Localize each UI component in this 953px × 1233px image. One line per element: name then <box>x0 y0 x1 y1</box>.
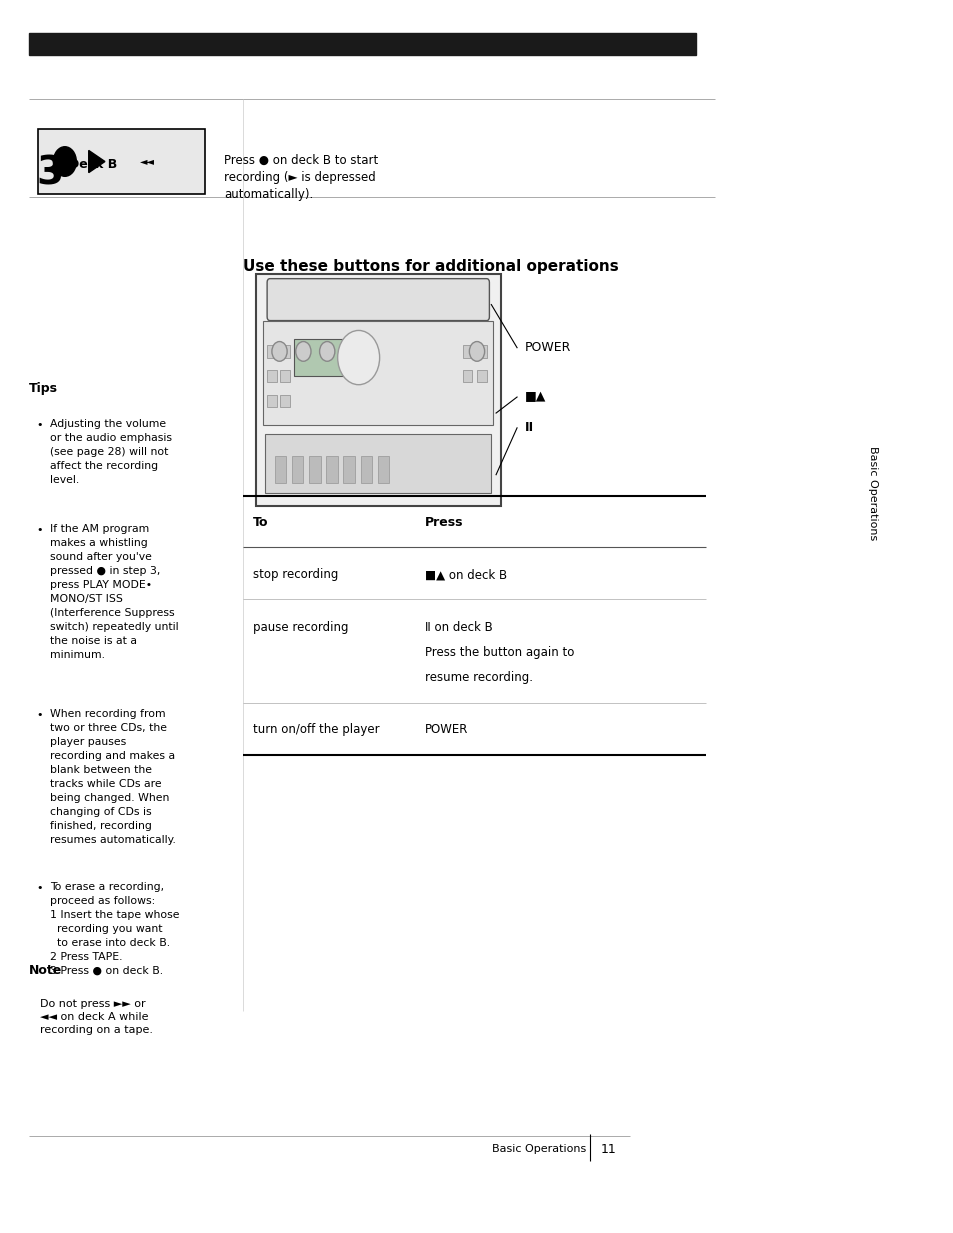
Bar <box>292 456 303 483</box>
Bar <box>476 345 486 358</box>
Text: Ⅱ: Ⅱ <box>524 422 533 434</box>
Bar <box>294 339 351 376</box>
Text: stop recording: stop recording <box>253 568 337 581</box>
Bar <box>267 345 276 358</box>
Text: Note: Note <box>29 964 62 978</box>
Text: Use these buttons for additional operations: Use these buttons for additional operati… <box>243 259 618 274</box>
Bar <box>476 370 486 382</box>
Text: •: • <box>36 420 43 430</box>
Text: POWER: POWER <box>424 724 467 736</box>
Bar <box>462 345 472 358</box>
Bar <box>263 321 493 425</box>
FancyBboxPatch shape <box>267 279 489 321</box>
Circle shape <box>295 342 311 361</box>
Text: •: • <box>36 710 43 720</box>
Circle shape <box>469 342 484 361</box>
Bar <box>343 456 355 483</box>
Circle shape <box>337 330 379 385</box>
Bar <box>265 434 491 493</box>
Circle shape <box>272 342 287 361</box>
Bar <box>255 274 500 506</box>
Text: Press the button again to: Press the button again to <box>424 646 574 660</box>
Text: ■▲ on deck B: ■▲ on deck B <box>424 568 506 581</box>
Text: To erase a recording,
proceed as follows:
1 Insert the tape whose
  recording yo: To erase a recording, proceed as follows… <box>50 882 179 975</box>
Bar <box>270 323 486 391</box>
Text: •: • <box>36 883 43 893</box>
Text: •: • <box>36 525 43 535</box>
Text: Basic Operations: Basic Operations <box>492 1144 586 1154</box>
Text: 11: 11 <box>600 1143 617 1155</box>
Text: If the AM program
makes a whistling
sound after you've
pressed ● in step 3,
pres: If the AM program makes a whistling soun… <box>50 524 178 660</box>
Circle shape <box>319 342 335 361</box>
Bar <box>38 129 205 194</box>
Text: Basic Operations: Basic Operations <box>867 446 877 540</box>
Text: 3: 3 <box>36 154 63 192</box>
Text: POWER: POWER <box>524 342 571 354</box>
Bar <box>280 345 290 358</box>
Bar <box>309 456 320 483</box>
Bar <box>360 456 372 483</box>
Text: Press: Press <box>424 517 462 529</box>
Text: Do not press ►► or
◄◄ on deck A while
recording on a tape.: Do not press ►► or ◄◄ on deck A while re… <box>40 999 152 1036</box>
Bar <box>377 456 389 483</box>
Text: turn on/off the player: turn on/off the player <box>253 724 379 736</box>
Text: To: To <box>253 517 268 529</box>
Bar <box>267 370 276 382</box>
Text: Ⅱ on deck B: Ⅱ on deck B <box>424 621 492 635</box>
Bar <box>326 456 337 483</box>
Bar <box>280 395 290 407</box>
Text: Adjusting the volume
or the audio emphasis
(see page 28) will not
affect the rec: Adjusting the volume or the audio emphas… <box>50 419 172 486</box>
Text: Deck B: Deck B <box>69 158 117 171</box>
Circle shape <box>53 147 76 176</box>
Text: ◄◄: ◄◄ <box>140 157 155 166</box>
Text: When recording from
two or three CDs, the
player pauses
recording and makes a
bl: When recording from two or three CDs, th… <box>50 709 175 845</box>
Text: ■▲: ■▲ <box>524 391 545 403</box>
Bar <box>280 370 290 382</box>
Text: resume recording.: resume recording. <box>424 671 532 684</box>
Polygon shape <box>89 150 105 173</box>
Bar <box>274 456 286 483</box>
Bar <box>462 370 472 382</box>
Bar <box>29 33 696 55</box>
Text: Press ● on deck B to start
recording (► is depressed
automatically).: Press ● on deck B to start recording (► … <box>224 154 378 201</box>
Text: pause recording: pause recording <box>253 621 348 635</box>
Text: Tips: Tips <box>29 382 57 396</box>
Bar <box>267 395 276 407</box>
